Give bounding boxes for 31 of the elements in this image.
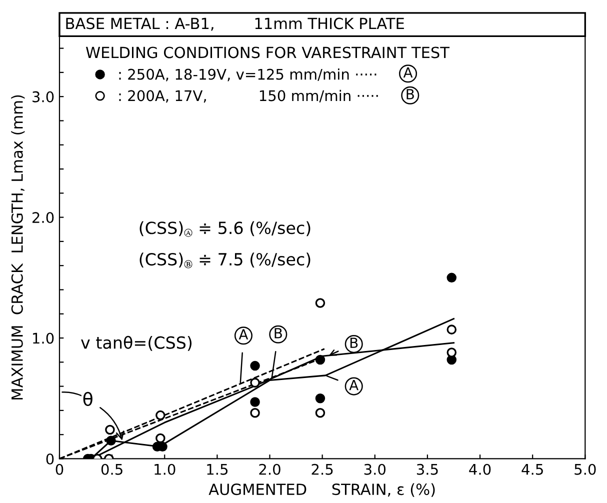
annotation: A (349, 380, 358, 390)
x-tick-label: 3.0 (364, 464, 386, 475)
legend-label: : 250A, 18-19V, v=125 mm/min ····· (119, 68, 376, 82)
chart-title: BASE METAL : A-B1, 11mm THICK PLATE (66, 18, 404, 31)
annotation: (CSS)$_{Ⓑ}$ ≑ 7.5 (%/sec) (140, 252, 310, 268)
x-tick-label: 5.0 (574, 464, 596, 475)
x-tick-label: 0.5 (101, 464, 122, 475)
y-tick-label: 3.0 (32, 91, 54, 102)
legend-label: : 200A, 17V, 150 mm/min ····· (119, 90, 378, 103)
annotation: A (403, 67, 413, 78)
y-tick-label: 1.0 (33, 332, 54, 344)
annotation: A (238, 329, 248, 340)
x-tick-label: 4.5 (522, 464, 543, 475)
legend-title: WELDING CONDITIONS FOR VARESTRAINT TEST (86, 46, 450, 58)
x-tick-label: 1.5 (207, 464, 228, 475)
x-tick-label: 2.5 (312, 464, 333, 475)
annotation: (CSS)$_{Ⓐ}$ ≑ 5.6 (%/sec) (140, 221, 310, 237)
x-tick-label: 4.0 (469, 464, 491, 475)
annotation: B (406, 89, 414, 100)
x-tick-label: 1.0 (154, 464, 176, 475)
x-tick-label: 2.0 (259, 464, 280, 475)
y-tick-label: 2.0 (32, 212, 54, 224)
x-tick-label: 0 (56, 464, 64, 475)
y-tick-label: 0 (46, 453, 54, 464)
annotation: B (274, 328, 282, 338)
y-axis-title: MAXIMUM CRACK LENGTH, Lmax (mm) (11, 95, 25, 400)
x-tick-label: 3.5 (416, 464, 438, 475)
annotation: B (350, 338, 358, 348)
annotation: v tanθ=(CSS) (81, 336, 192, 351)
annotation: θ (83, 392, 92, 406)
x-axis-title: AUGMENTED STRAIN, ε (%) (208, 483, 435, 497)
